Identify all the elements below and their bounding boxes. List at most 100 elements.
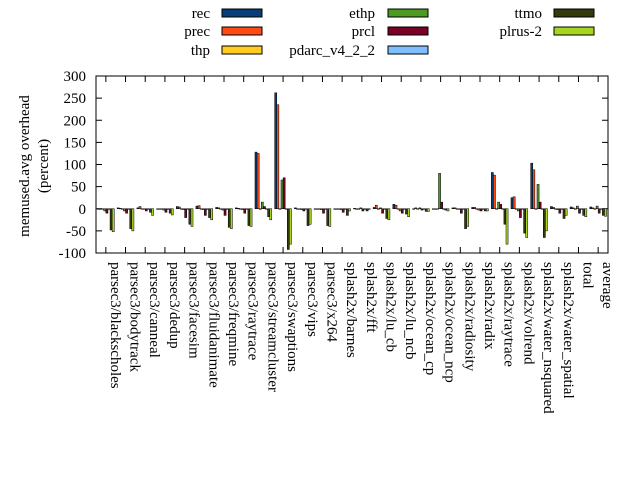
bar-rec-splash2x-water-nsquared <box>530 162 534 209</box>
bar-prcl-parsec3-facesim <box>184 208 187 218</box>
legend: rec prec thp ethp prcl pdarc_v4_2_2 ttmo plrus-… <box>184 6 595 59</box>
x-tick-label: splash2x/water_nsquared <box>540 262 556 414</box>
bar-pdarc-v4-2-2-splash2x-radix <box>481 208 485 210</box>
bar-prcl-parsec3-raytrace <box>243 208 247 214</box>
bar-rec-splash2x-fft <box>353 208 356 210</box>
y-axis-label-unit: (percent) <box>36 139 52 193</box>
bar-ttmo-parsec3-vips <box>306 208 310 226</box>
bar-ethp-parsec3-dedup <box>162 208 166 211</box>
y-axis: -100 -50 0 50 100 150 200 250 300 <box>59 69 608 262</box>
bar-pdarc-v4-2-2-parsec3-blackscholes <box>107 208 111 210</box>
bar-ttmo-parsec3-freqmine <box>227 208 231 228</box>
legend-label-pdarc-v4-2-2: pdarc_v4_2_2 <box>289 43 375 59</box>
bar-ethp-splash2x-water-nsquared <box>536 184 540 210</box>
bar-ttmo-average <box>602 208 605 216</box>
bar-prec-parsec3-swaptions <box>276 104 280 209</box>
legend-label-ethp: ethp <box>349 6 375 22</box>
bar-pdarc-v4-2-2-parsec3-streamcluster <box>265 208 268 210</box>
bar-ethp-parsec3-canneal <box>142 208 146 210</box>
x-tick-label: splash2x/barnes <box>343 262 359 358</box>
bar-thp-parsec3-canneal <box>140 208 144 210</box>
y-tick-label: -50 <box>66 224 86 240</box>
y-tick-label: 100 <box>64 158 87 174</box>
bar-plrus-2-splash2x-barnes <box>348 208 351 212</box>
bar-plrus-2-parsec3-canneal <box>151 208 154 216</box>
x-tick-label: parsec3/bodytrack <box>127 262 143 372</box>
x-tick-label: splash2x/lu_cb <box>383 262 399 352</box>
legend-label-thp: thp <box>191 43 210 59</box>
bar-rec-splash2x-volrend <box>510 197 514 210</box>
bar-rec-parsec3-streamcluster <box>254 151 258 209</box>
bar-prec-splash2x-water-spatial <box>552 207 555 209</box>
bar-ethp-parsec3-vips <box>300 208 304 210</box>
y-axis-label: memused.avg overhead <box>17 95 33 237</box>
bar-ethp-splash2x-raytrace <box>497 201 500 210</box>
bar-pdarc-v4-2-2-parsec3-canneal <box>147 208 150 210</box>
legend-label-ttmo: ttmo <box>514 6 542 22</box>
bar-prcl-splash2x-lu-cb <box>381 208 384 214</box>
bar-ethp-parsec3-fluidanimate <box>201 208 205 210</box>
bar-prec-splash2x-volrend <box>512 196 516 210</box>
bar-thp-parsec3-vips <box>298 208 301 210</box>
bar-ethp-splash2x-volrend <box>517 208 520 212</box>
bar-pdarc-v4-2-2-parsec3-dedup <box>166 208 170 210</box>
bar-prcl-splash2x-radix <box>479 208 483 212</box>
bar-thp-parsec3-facesim <box>180 208 183 210</box>
bar-plrus-2-parsec3-dedup <box>170 208 174 216</box>
bar-rec-splash2x-water-spatial <box>550 206 553 209</box>
bar-plrus-2-parsec3-fluidanimate <box>210 208 213 221</box>
bar-pdarc-v4-2-2-parsec3-facesim <box>186 208 190 210</box>
bar-ethp-parsec3-raytrace <box>241 208 244 210</box>
bar-rec-parsec3-facesim <box>175 206 179 209</box>
bar-prec-splash2x-lu-cb <box>374 204 378 210</box>
bar-pdarc-v4-2-2-parsec3-freqmine <box>225 208 229 210</box>
bar-prcl-parsec3-vips <box>302 208 306 212</box>
bar-rec-total <box>569 206 573 209</box>
bar-plrus-2-splash2x-volrend <box>525 208 529 238</box>
bar-ttmo-splash2x-volrend <box>523 208 526 234</box>
bar-plrus-2-parsec3-facesim <box>190 208 194 227</box>
x-tick-label: parsec3/blackscholes <box>107 262 123 389</box>
bar-rec-parsec3-dedup <box>156 208 159 210</box>
bar-prec-splash2x-ocean-ncp <box>434 208 437 210</box>
bar-rec-parsec3-swaptions <box>274 92 278 209</box>
legend-swatch-prec <box>221 26 263 36</box>
y-tick-label: 0 <box>79 202 87 218</box>
bar-pdarc-v4-2-2-splash2x-radiosity <box>462 208 465 210</box>
x-tick-label: average <box>599 262 615 309</box>
bar-pdarc-v4-2-2-splash2x-volrend <box>521 208 524 210</box>
bar-ttmo-parsec3-facesim <box>188 208 192 225</box>
bar-ttmo-parsec3-raytrace <box>247 208 251 226</box>
bar-plrus-2-splash2x-ocean-cp <box>426 208 430 212</box>
bar-pdarc-v4-2-2-splash2x-water-spatial <box>560 208 564 210</box>
bar-ethp-parsec3-freqmine <box>221 208 225 211</box>
bar-prcl-splash2x-water-nsquared <box>538 201 542 210</box>
bar-prec-parsec3-freqmine <box>217 207 221 209</box>
bar-prcl-parsec3-fluidanimate <box>204 208 207 216</box>
bar-ethp-splash2x-lu-cb <box>379 207 382 209</box>
x-tick-label: splash2x/volrend <box>520 262 536 365</box>
bar-prec-parsec3-dedup <box>158 208 161 210</box>
x-tick-label: parsec3/facesim <box>186 262 202 359</box>
bar-ttmo-splash2x-radix <box>483 208 487 212</box>
bar-pdarc-v4-2-2-splash2x-barnes <box>344 208 347 210</box>
legend-label-rec: rec <box>192 6 211 22</box>
bar-ethp-splash2x-barnes <box>339 208 343 210</box>
bar-thp-splash2x-barnes <box>337 208 341 210</box>
bar-ttmo-splash2x-lu-cb <box>385 208 389 219</box>
bar-prcl-parsec3-streamcluster <box>263 206 266 209</box>
y-tick-label: 200 <box>64 113 87 129</box>
bar-prcl-average <box>597 208 601 214</box>
bar-ethp-average <box>595 205 599 209</box>
bar-ethp-splash2x-radiosity <box>457 208 461 210</box>
bar-thp-splash2x-radiosity <box>455 208 459 210</box>
bar-thp-parsec3-x264 <box>318 208 321 210</box>
x-tick-label: splash2x/lu_ncb <box>402 262 418 360</box>
bar-thp-splash2x-water-spatial <box>554 208 557 210</box>
bar-ttmo-splash2x-lu-ncb <box>405 208 408 215</box>
bar-prec-splash2x-radiosity <box>453 207 457 209</box>
bar-ttmo-splash2x-radiosity <box>464 208 467 229</box>
x-tick-label: parsec3/swaptions <box>284 262 300 372</box>
bar-ttmo-splash2x-barnes <box>346 208 349 216</box>
